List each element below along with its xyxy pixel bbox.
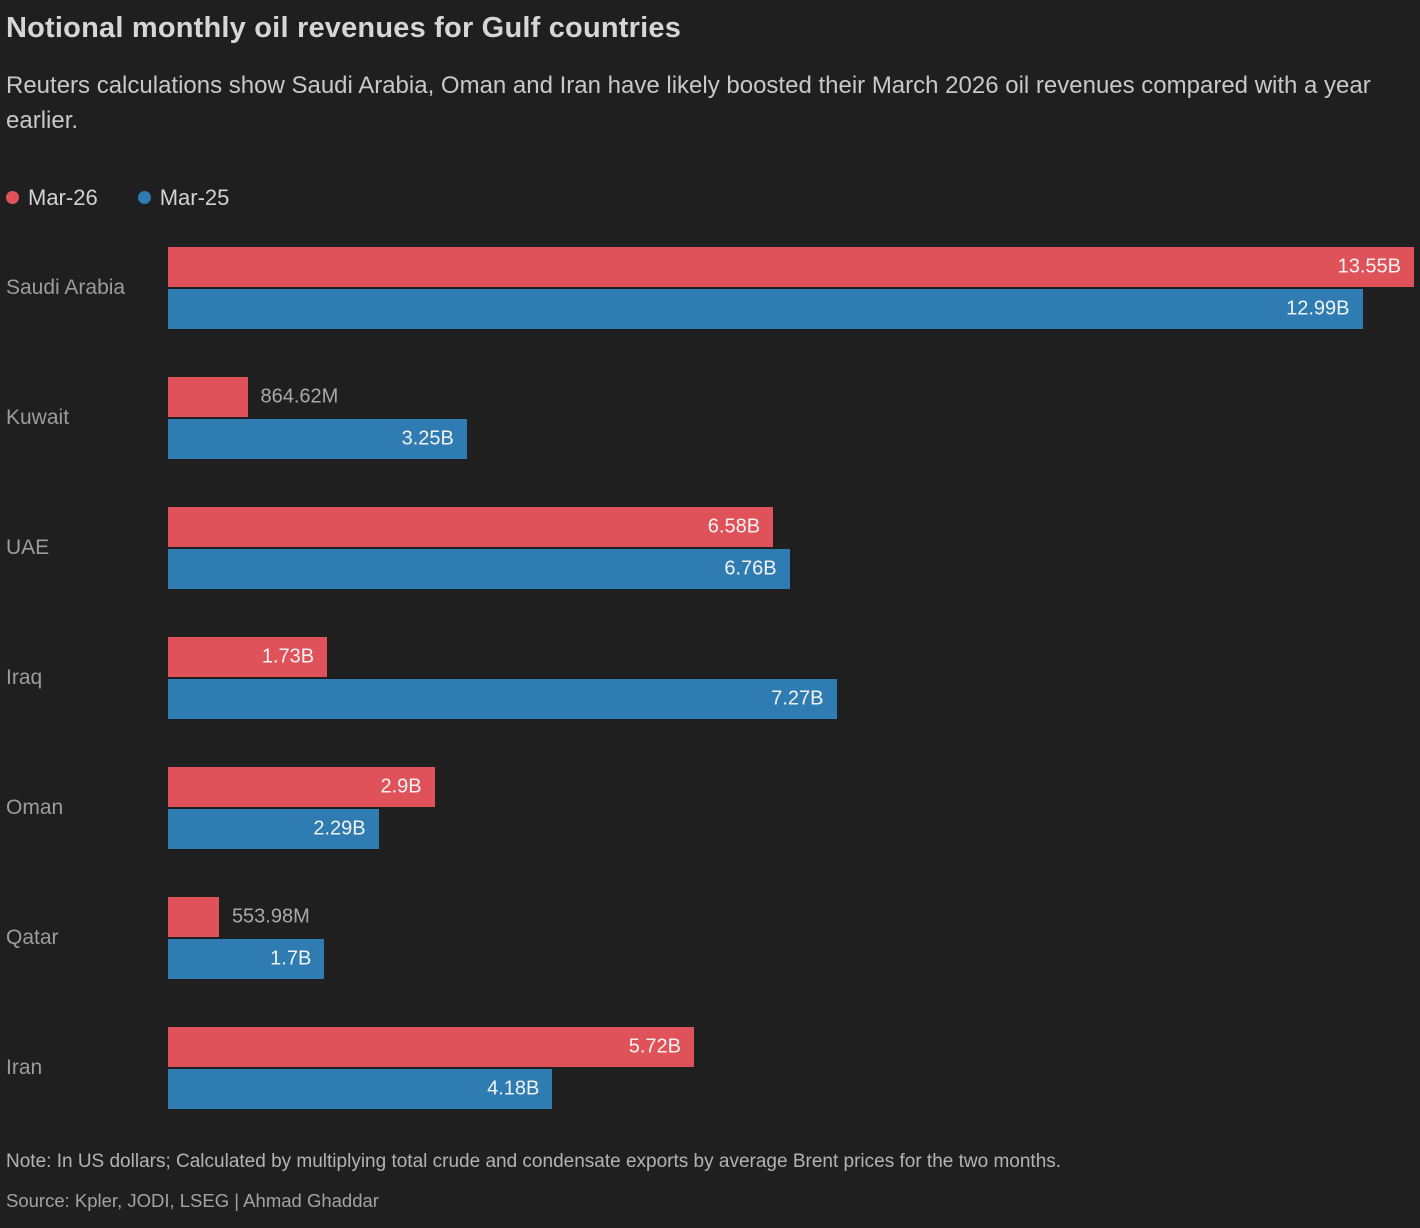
bar-value-label: 6.58B [707, 515, 761, 538]
bar-value-label: 5.72B [628, 1035, 681, 1058]
chart-row: UAE 6.58B 6.76B [6, 506, 1414, 589]
legend-label-mar-26: Mar-26 [28, 184, 98, 210]
category-label: Kuwait [6, 405, 70, 429]
bar-mar-26-iran: 5.72B [168, 1026, 694, 1067]
bar-mar-25-uae: 6.76B [168, 548, 790, 589]
bar-value-label: 12.99B [1286, 297, 1350, 320]
bar-value-label: 4.18B [487, 1077, 540, 1100]
bar-mar-25-iran: 4.18B [168, 1068, 553, 1109]
chart-row: Iraq 1.73B 7.27B [6, 636, 1414, 719]
chart-title: Notional monthly oil revenues for Gulf c… [6, 12, 682, 44]
bar-value-label: 553.98M [231, 905, 310, 928]
chart-row: Kuwait 864.62M 3.25B [6, 376, 1414, 459]
legend-dot-mar-26 [6, 191, 19, 205]
category-label: Iraq [6, 665, 43, 689]
bar-mar-26-uae: 6.58B [168, 506, 774, 547]
bar-mar-26-qatar: 553.98M [168, 896, 310, 937]
category-label: Saudi Arabia [6, 275, 126, 299]
bar-value-label: 3.25B [401, 427, 454, 450]
bar-value-label: 7.27B [771, 687, 824, 710]
bar-mar-26-kuwait: 864.62M [168, 376, 338, 417]
bar-group: 2.9B 2.29B [168, 766, 1414, 849]
chart-source: Source: Kpler, JODI, LSEG | Ahmad Ghadda… [6, 1189, 379, 1211]
legend: Mar-26 Mar-25 [6, 185, 1414, 211]
legend-item-mar-26: Mar-26 [6, 185, 98, 211]
bar-value-label: 2.9B [380, 775, 422, 798]
bar-group: 5.72B 4.18B [168, 1026, 1414, 1109]
bar-value-label: 13.55B [1337, 255, 1401, 278]
bar-value-label: 2.29B [313, 817, 366, 840]
bar-group: 1.73B 7.27B [168, 636, 1414, 719]
category-label: Qatar [6, 925, 59, 949]
bar-value-label: 1.7B [270, 947, 312, 970]
bar-mar-25-iraq: 7.27B [168, 678, 837, 719]
bar-group: 6.58B 6.76B [168, 506, 1414, 589]
bar-mar-26-iraq: 1.73B [168, 636, 328, 677]
bar-mar-26-saudi-arabia: 13.55B [168, 246, 1414, 287]
category-label: Iran [6, 1055, 43, 1079]
bar-group: 13.55B 12.99B [168, 246, 1414, 329]
bar-value-label: 6.76B [724, 557, 777, 580]
chart-row: Oman 2.9B 2.29B [6, 766, 1414, 849]
chart-rows: Saudi Arabia 13.55B 12.99B Kuwait 864.62M 3.2… [6, 246, 1414, 1109]
bar-mar-25-kuwait: 3.25B [168, 418, 467, 459]
legend-dot-mar-25 [137, 191, 151, 205]
category-label: Oman [6, 795, 64, 819]
bar-value-label: 864.62M [260, 385, 339, 408]
bar-mar-25-qatar: 1.7B [168, 938, 325, 979]
bar-mar-25-saudi-arabia: 12.99B [168, 288, 1363, 329]
bar-group: 864.62M 3.25B [168, 376, 1414, 459]
bar-group: 553.98M 1.7B [168, 896, 1414, 979]
chart-subtitle: Reuters calculations show Saudi Arabia, … [6, 72, 1371, 134]
chart-row: Qatar 553.98M 1.7B [6, 896, 1414, 979]
chart-row: Iran 5.72B 4.18B [6, 1026, 1414, 1109]
category-label: UAE [6, 535, 50, 559]
chart-row: Saudi Arabia 13.55B 12.99B [6, 246, 1414, 329]
legend-label-mar-25: Mar-25 [159, 184, 230, 210]
chart-note: Note: In US dollars; Calculated by multi… [6, 1150, 1062, 1172]
bar-mar-25-oman: 2.29B [168, 808, 379, 849]
legend-item-mar-25: Mar-25 [137, 184, 230, 211]
bar-mar-26-oman: 2.9B [168, 766, 435, 807]
bar-value-label: 1.73B [261, 645, 315, 668]
